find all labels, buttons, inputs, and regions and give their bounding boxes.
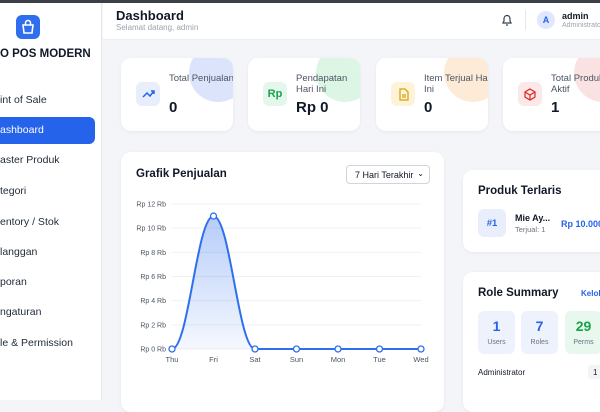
product-name: Mie Ay...	[515, 213, 551, 223]
period-select[interactable]: 7 Hari Terakhir ⌄	[346, 165, 430, 184]
role-stat-label: Users	[487, 339, 506, 346]
y-tick-label: Rp 4 Rb	[140, 298, 166, 305]
y-tick-label: Rp 6 Rb	[140, 274, 166, 281]
role-row-count: 1	[588, 365, 600, 379]
sidebar	[0, 3, 102, 400]
point	[209, 212, 218, 220]
point	[375, 345, 384, 353]
x-tick-label: Sat	[249, 355, 261, 364]
chart: Rp 0 Rb Rp 2 Rb Rp 4 Rb Rp 6 Rb Rp 8 Rb Rp 10…	[136, 202, 428, 365]
role-stat: 29 Perms	[565, 311, 600, 354]
role-stat: 7 Roles	[521, 311, 558, 354]
y-tick-label: Rp 12 Rb	[136, 202, 166, 209]
x-tick-label: Fri	[209, 355, 218, 364]
bell-icon[interactable]	[500, 13, 514, 27]
y-tick-label: Rp 10 Rb	[136, 226, 166, 233]
stat-icon: Rp	[263, 82, 287, 106]
stat-card: Item Terjual Hari Ini 0	[376, 58, 488, 131]
rank-badge: #1	[478, 209, 506, 237]
chart-card	[121, 152, 444, 412]
role-stat-value: 1	[492, 318, 501, 334]
stat-value: 0	[424, 99, 433, 116]
stat-icon	[136, 82, 160, 106]
stat-card: Total Penjualan 0	[121, 58, 233, 131]
y-tick-label: Rp 2 Rb	[140, 322, 166, 329]
brand: O POS MODERN	[0, 48, 91, 60]
menu-item[interactable]: int of Sale	[0, 94, 47, 106]
role-stat-value: 7	[535, 318, 544, 334]
page-title: Dashboard	[116, 8, 184, 23]
product-price: Rp 10.000	[561, 219, 600, 229]
page-subtitle: Selamat datang, admin	[116, 23, 199, 32]
stat-icon	[518, 82, 542, 106]
select-text: 7 Hari Terakhir	[355, 170, 414, 180]
menu-item[interactable]: poran	[0, 276, 27, 288]
point	[292, 345, 301, 353]
y-tick-label: Rp 8 Rb	[140, 250, 166, 257]
x-tick-label: Mon	[331, 355, 346, 364]
stat-value: 0	[169, 99, 178, 116]
menu-item[interactable]: le & Permission	[0, 337, 73, 349]
y-tick-label: Rp 0 Rb	[140, 347, 166, 354]
stat-icon	[391, 82, 415, 106]
role-stat-value: 29	[575, 318, 592, 334]
point	[417, 345, 425, 353]
x-tick-label: Thu	[166, 355, 179, 364]
logo	[16, 15, 40, 39]
role-stat: 1 Users	[478, 311, 515, 354]
menu-item[interactable]: entory / Stok	[0, 216, 59, 228]
active-menu-bg	[0, 117, 95, 144]
role-stat-label: Roles	[530, 339, 549, 346]
role-row-name: Administrator	[478, 368, 526, 377]
x-tick-label: Wed	[413, 355, 428, 364]
role-action[interactable]: Kelola	[581, 289, 600, 298]
user-name: admin	[562, 11, 589, 21]
line	[171, 215, 421, 350]
menu-item[interactable]: aster Produk	[0, 154, 60, 166]
stat-card: Rp Pendapatan Hari Ini Rp 0	[248, 58, 360, 131]
top-products-title: Produk Terlaris	[478, 185, 562, 197]
avatar[interactable]: A	[537, 11, 555, 29]
stat-card: Total Produk Aktif 1	[503, 58, 600, 131]
user-role: Administrato	[562, 22, 600, 29]
menu-item[interactable]: ashboard	[0, 124, 44, 136]
header	[103, 3, 600, 40]
product-sold: Terjual: 1	[515, 225, 546, 234]
top-bar	[0, 0, 600, 3]
point	[251, 345, 259, 353]
stat-label: Total Penjualan	[169, 73, 233, 84]
menu-item[interactable]: tegori	[0, 185, 27, 197]
menu-item[interactable]: ngaturan	[0, 306, 42, 318]
role-title: Role Summary	[478, 287, 559, 299]
area	[172, 216, 421, 349]
point	[168, 345, 176, 353]
stat-label: Item Terjual Hari Ini	[424, 73, 488, 95]
x-tick-label: Tue	[373, 355, 386, 364]
select-arrow: ⌄	[417, 169, 424, 178]
stat-label: Total Produk Aktif	[551, 73, 600, 95]
x-tick-label: Sun	[290, 355, 303, 364]
stat-value: 1	[551, 99, 560, 116]
point	[334, 345, 342, 353]
stat-value: Rp 0	[296, 99, 329, 116]
menu-item[interactable]: langgan	[0, 246, 38, 258]
role-stat-label: Perms	[573, 339, 594, 346]
stat-label: Pendapatan Hari Ini	[296, 73, 348, 95]
divider	[525, 10, 526, 30]
chart-title: Grafik Penjualan	[136, 168, 227, 180]
